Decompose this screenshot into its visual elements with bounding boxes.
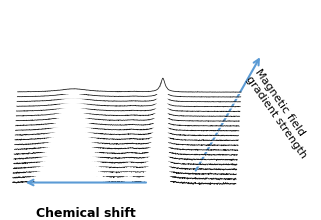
Text: Chemical shift: Chemical shift xyxy=(36,207,136,220)
Text: Magnetic field
gradient strength: Magnetic field gradient strength xyxy=(244,68,318,160)
